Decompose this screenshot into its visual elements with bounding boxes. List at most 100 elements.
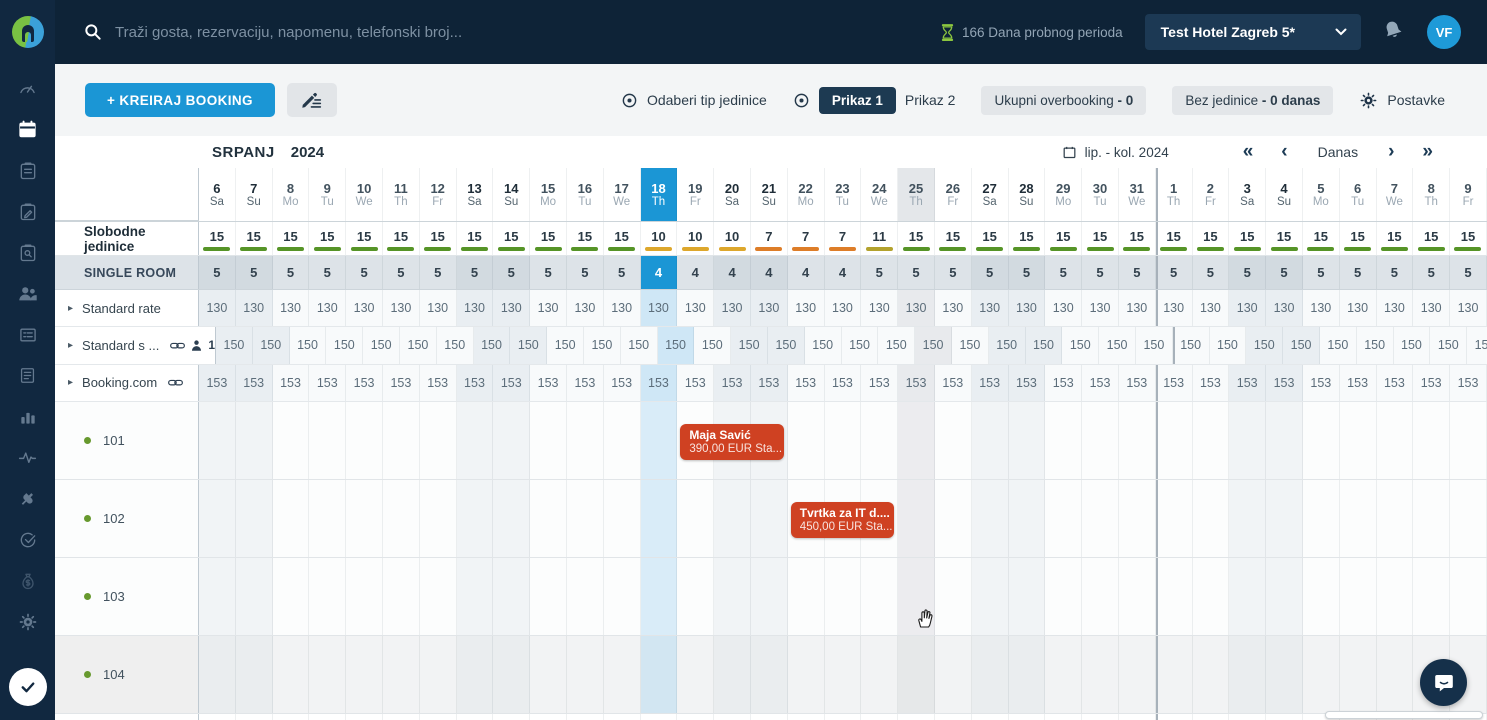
rate-cell[interactable]: 153 bbox=[235, 364, 273, 401]
room-day-cell[interactable] bbox=[1302, 635, 1340, 713]
rate-cell[interactable]: 130 bbox=[346, 290, 383, 327]
room-day-cell[interactable] bbox=[456, 635, 494, 713]
bar-chart-icon[interactable] bbox=[0, 396, 55, 437]
prev-week-button[interactable]: ‹ bbox=[1281, 141, 1288, 162]
hotel-selector[interactable]: Test Hotel Zagreb 5* bbox=[1144, 14, 1361, 50]
rate-cell[interactable]: 130 bbox=[971, 290, 1009, 327]
rate-cell[interactable]: 130 bbox=[787, 290, 825, 327]
rate-cell[interactable]: 153 bbox=[419, 364, 457, 401]
room-day-cell[interactable] bbox=[1155, 635, 1193, 713]
rate-cell[interactable]: 150 bbox=[216, 327, 253, 364]
room-day-cell[interactable] bbox=[1045, 479, 1083, 557]
unit-availability-cell[interactable]: 5 bbox=[199, 256, 236, 289]
day-header-cell[interactable]: 4 Su bbox=[1266, 168, 1303, 221]
room-day-cell[interactable] bbox=[714, 479, 751, 557]
rate-cell[interactable]: 150 bbox=[657, 327, 695, 364]
rate-cell[interactable]: 153 bbox=[1229, 364, 1267, 401]
availability-cell[interactable]: 15 bbox=[530, 222, 567, 255]
rate-cell[interactable]: 153 bbox=[1266, 364, 1303, 401]
availability-cell[interactable]: 15 bbox=[898, 222, 935, 255]
rate-cell[interactable]: 130 bbox=[235, 290, 273, 327]
settings-control[interactable]: Postavke bbox=[1359, 91, 1445, 110]
rate-cell[interactable]: 150 bbox=[252, 327, 290, 364]
rate-cell[interactable]: 150 bbox=[1356, 327, 1394, 364]
room-day-cell[interactable] bbox=[493, 557, 531, 635]
room-day-cell[interactable] bbox=[640, 557, 678, 635]
room-day-cell[interactable] bbox=[309, 479, 347, 557]
rate-cell[interactable]: 130 bbox=[1376, 290, 1414, 327]
day-header-cell[interactable]: 16 Tu bbox=[566, 168, 604, 221]
room-day-cell[interactable] bbox=[1450, 401, 1487, 479]
day-header-cell[interactable]: 30 Tu bbox=[1082, 168, 1119, 221]
availability-cell[interactable]: 11 bbox=[861, 222, 899, 255]
unit-availability-cell[interactable]: 5 bbox=[1450, 256, 1487, 289]
room-day-cell[interactable] bbox=[1339, 557, 1377, 635]
rate-cell[interactable]: 130 bbox=[530, 290, 567, 327]
next-week-button[interactable]: › bbox=[1388, 141, 1395, 162]
rate-cell[interactable]: 150 bbox=[1209, 327, 1247, 364]
rate-cell[interactable]: 130 bbox=[419, 290, 457, 327]
unit-availability-cell[interactable]: 5 bbox=[456, 256, 494, 289]
rate-cell[interactable]: 153 bbox=[677, 364, 715, 401]
availability-cell[interactable]: 10 bbox=[714, 222, 751, 255]
rate-cell[interactable]: 130 bbox=[272, 290, 310, 327]
room-day-cell[interactable] bbox=[1008, 401, 1046, 479]
availability-cell[interactable]: 15 bbox=[1118, 222, 1156, 255]
room-day-cell[interactable] bbox=[1376, 479, 1414, 557]
room-day-cell[interactable] bbox=[566, 479, 604, 557]
rate-cell[interactable]: 153 bbox=[1155, 364, 1193, 401]
rate-cell[interactable]: 150 bbox=[363, 327, 401, 364]
select-unit-type-control[interactable]: Odaberi tip jedinice bbox=[621, 92, 767, 109]
room-day-cell[interactable] bbox=[1045, 401, 1083, 479]
room-day-cell[interactable] bbox=[382, 557, 420, 635]
room-day-cell[interactable] bbox=[1082, 401, 1119, 479]
room-day-cell[interactable] bbox=[861, 557, 899, 635]
room-day-cell[interactable] bbox=[456, 557, 494, 635]
rate-cell[interactable]: 153 bbox=[1118, 364, 1156, 401]
unit-availability-cell[interactable]: 4 bbox=[640, 256, 678, 289]
day-header-cell[interactable]: 22 Mo bbox=[787, 168, 825, 221]
rate-cell[interactable]: 150 bbox=[988, 327, 1026, 364]
clipboard-edit-icon[interactable] bbox=[0, 191, 55, 232]
room-day-cell[interactable] bbox=[1229, 401, 1267, 479]
dashboard-gauge-icon[interactable] bbox=[0, 68, 55, 109]
rate-cell[interactable]: 150 bbox=[473, 327, 511, 364]
room-day-cell[interactable] bbox=[640, 635, 678, 713]
rate-cell[interactable]: 153 bbox=[346, 364, 383, 401]
unit-availability-cell[interactable]: 5 bbox=[1302, 256, 1340, 289]
day-header-cell[interactable]: 25 Th bbox=[898, 168, 935, 221]
rate-cell[interactable]: 130 bbox=[640, 290, 678, 327]
room-day-cell[interactable] bbox=[199, 635, 236, 713]
room-day-cell[interactable] bbox=[824, 401, 862, 479]
room-day-cell[interactable] bbox=[1008, 479, 1046, 557]
room-day-cell[interactable] bbox=[346, 635, 383, 713]
rate-cell[interactable]: 150 bbox=[584, 327, 621, 364]
unit-availability-cell[interactable]: 5 bbox=[861, 256, 899, 289]
room-day-cell[interactable] bbox=[677, 557, 715, 635]
room-day-cell[interactable] bbox=[235, 557, 273, 635]
rate-cell[interactable]: 153 bbox=[566, 364, 604, 401]
rate-cell[interactable]: 150 bbox=[804, 327, 842, 364]
rate-cell[interactable]: 153 bbox=[603, 364, 641, 401]
day-header-cell[interactable]: 7 Su bbox=[235, 168, 273, 221]
room-day-cell[interactable] bbox=[1266, 401, 1303, 479]
availability-cell[interactable]: 15 bbox=[1266, 222, 1303, 255]
room-day-cell[interactable] bbox=[530, 557, 567, 635]
room-day-cell[interactable] bbox=[1118, 635, 1156, 713]
rate-cell[interactable]: 153 bbox=[272, 364, 310, 401]
room-day-cell[interactable] bbox=[934, 401, 972, 479]
room-day-cell[interactable] bbox=[456, 401, 494, 479]
guests-icon[interactable] bbox=[0, 273, 55, 314]
room-day-cell[interactable] bbox=[1118, 401, 1156, 479]
unit-availability-cell[interactable]: 5 bbox=[934, 256, 972, 289]
unit-availability-cell[interactable]: 5 bbox=[971, 256, 1009, 289]
unit-availability-cell[interactable]: 5 bbox=[1339, 256, 1377, 289]
no-unit-badge[interactable]: Bez jedinice - 0 danas bbox=[1172, 85, 1334, 115]
room-day-cell[interactable] bbox=[603, 479, 641, 557]
room-day-cell[interactable] bbox=[1192, 635, 1230, 713]
rate-cell[interactable]: 150 bbox=[731, 327, 768, 364]
unit-availability-cell[interactable]: 4 bbox=[787, 256, 825, 289]
room-day-cell[interactable] bbox=[1266, 635, 1303, 713]
unit-availability-cell[interactable]: 5 bbox=[419, 256, 457, 289]
room-day-cell[interactable] bbox=[1118, 479, 1156, 557]
